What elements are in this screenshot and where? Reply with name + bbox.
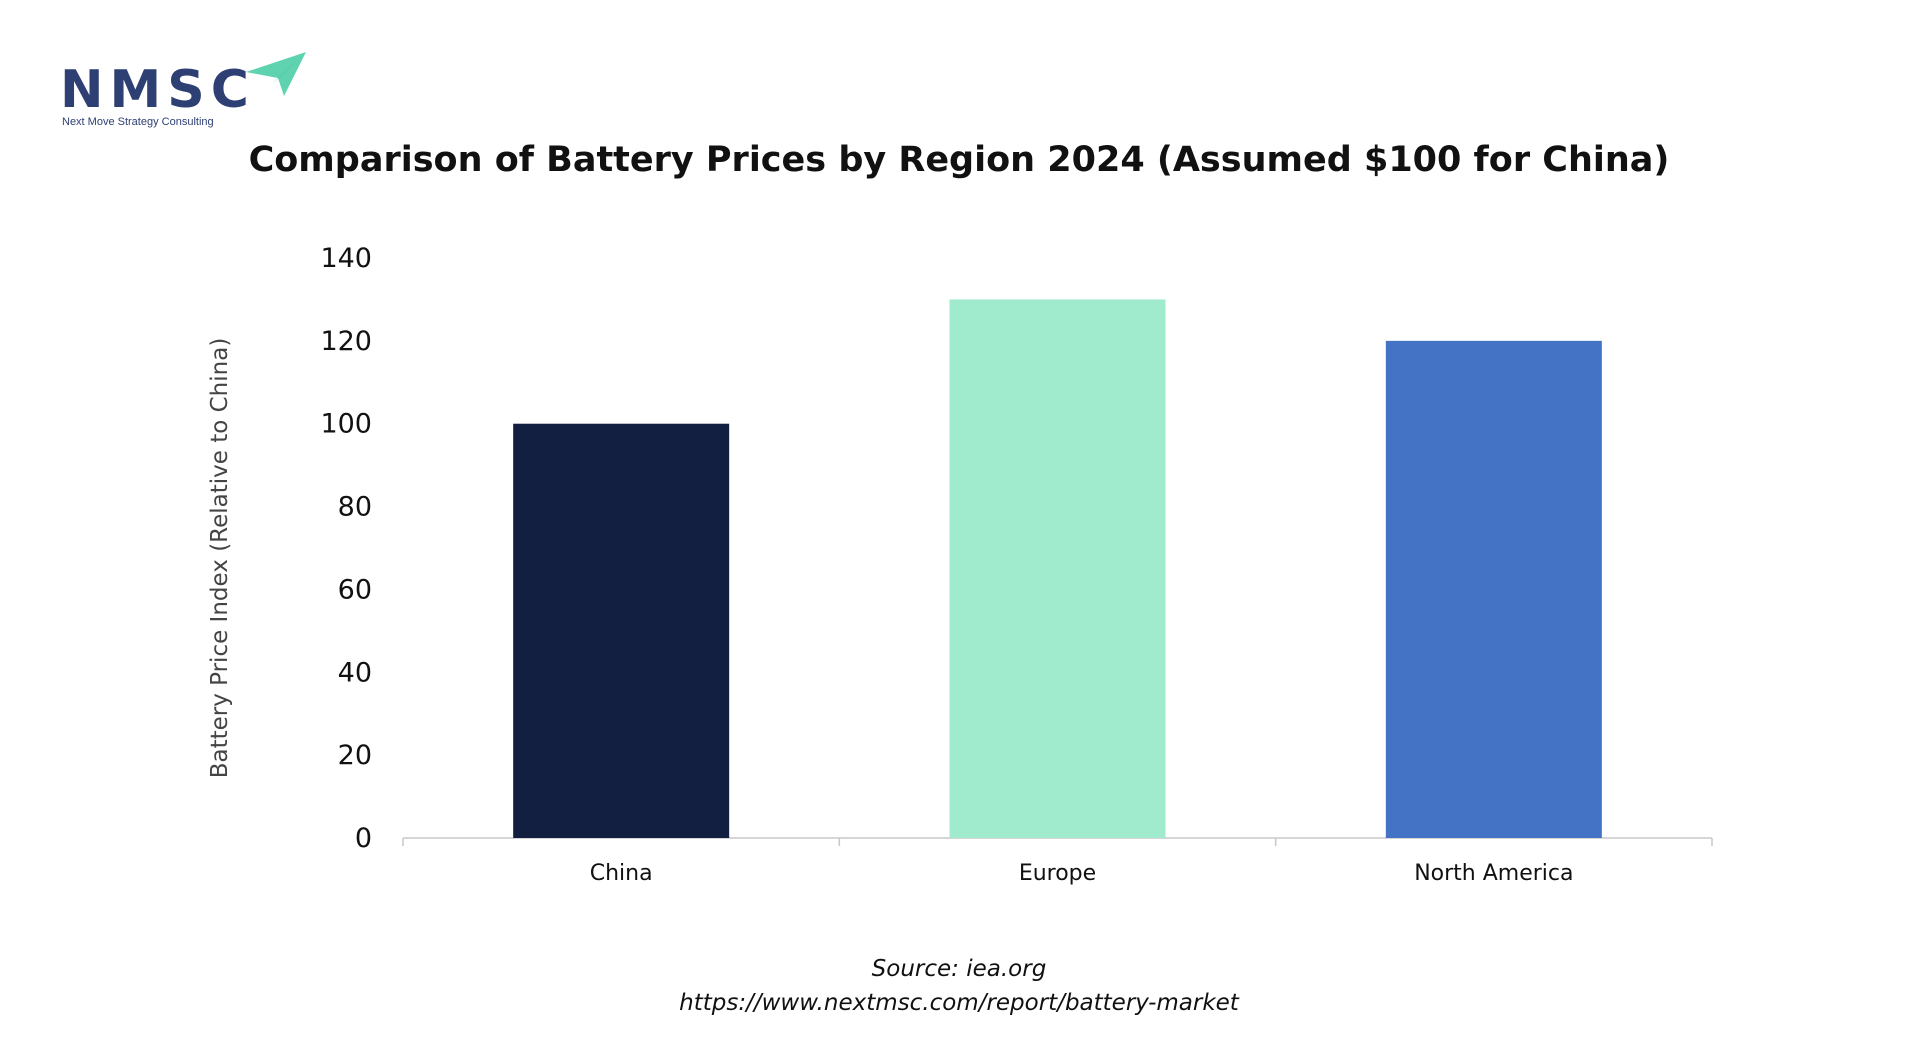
bar bbox=[949, 299, 1166, 838]
brand-tagline: Next Move Strategy Consulting bbox=[62, 116, 214, 128]
y-tick-label: 120 bbox=[320, 326, 372, 357]
y-tick-label: 140 bbox=[320, 243, 372, 274]
chart-title: Comparison of Battery Prices by Region 2… bbox=[248, 140, 1670, 180]
bar bbox=[1385, 340, 1602, 838]
paper-plane-icon bbox=[246, 52, 306, 96]
y-tick-label: 100 bbox=[320, 409, 372, 440]
source-text: Source: iea.org bbox=[871, 956, 1047, 982]
y-tick-label: 60 bbox=[338, 574, 372, 605]
y-tick-label: 0 bbox=[355, 823, 372, 854]
x-tick-label: Europe bbox=[1019, 861, 1096, 886]
brand-name: NMSC bbox=[60, 60, 255, 120]
y-tick-label: 40 bbox=[338, 657, 372, 688]
y-tick-label: 20 bbox=[338, 740, 372, 771]
x-tick-label: China bbox=[590, 861, 653, 886]
y-tick-label: 80 bbox=[338, 492, 372, 523]
y-axis-label: Battery Price Index (Relative to China) bbox=[207, 338, 233, 779]
bar bbox=[513, 423, 730, 838]
brand-logo: NMSC Next Move Strategy Consulting bbox=[60, 50, 306, 135]
x-tick-label: North America bbox=[1414, 861, 1573, 886]
source-url: https://www.nextmsc.com/report/battery-m… bbox=[679, 990, 1239, 1016]
